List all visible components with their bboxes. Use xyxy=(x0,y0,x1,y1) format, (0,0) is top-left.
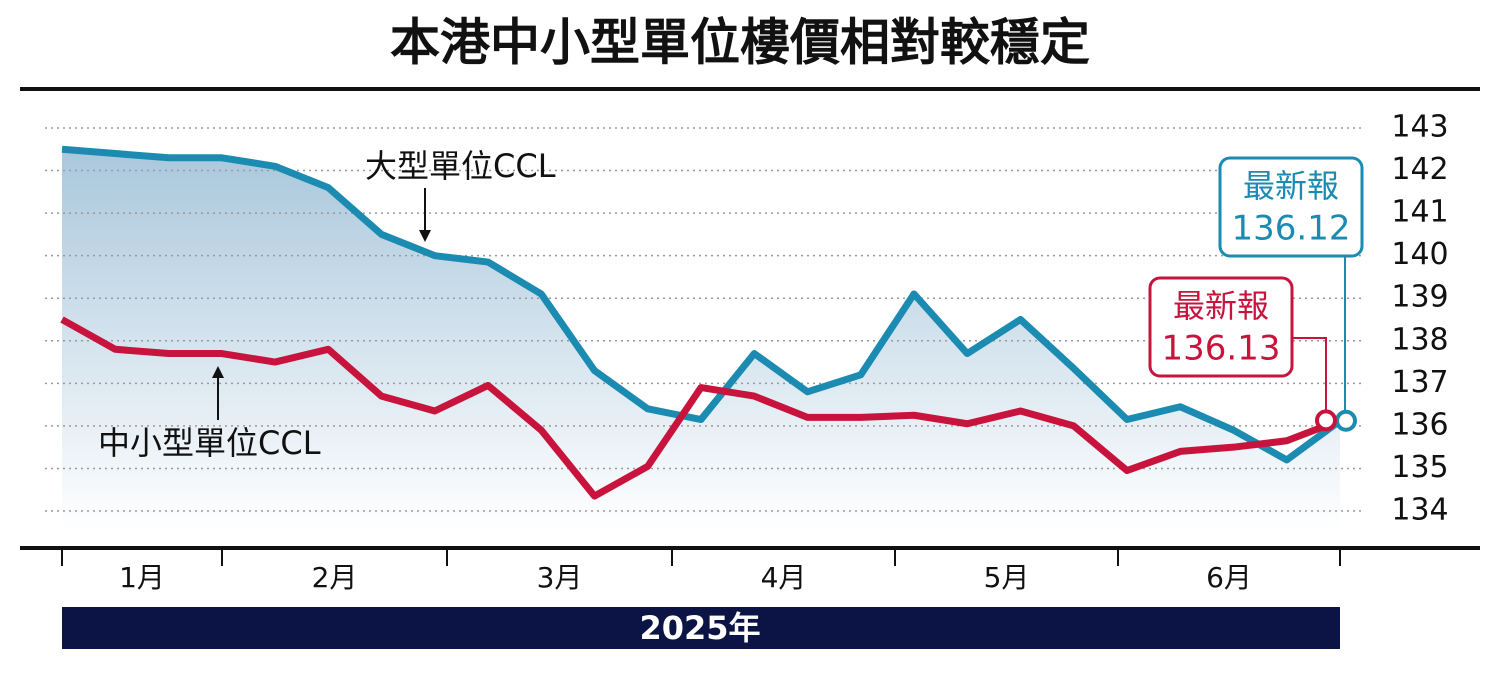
series-line xyxy=(61,145,1343,464)
y-tick-label: 137 xyxy=(1391,365,1448,400)
chart-title: 本港中小型單位樓價相對較穩定 xyxy=(390,14,1090,72)
callout-title: 最新報 xyxy=(1173,287,1269,325)
x-tick-label: 6月 xyxy=(1206,561,1252,594)
x-tick-label: 4月 xyxy=(761,561,807,594)
callout-leader xyxy=(1344,255,1351,411)
arrow-head xyxy=(419,230,431,242)
x-tick-label: 1月 xyxy=(119,561,165,594)
y-tick-label: 138 xyxy=(1391,322,1448,357)
y-tick-label: 134 xyxy=(1391,493,1448,528)
y-tick-label: 140 xyxy=(1391,237,1448,272)
callout-title: 最新報 xyxy=(1243,167,1339,205)
y-tick-label: 142 xyxy=(1391,152,1448,187)
end-marker xyxy=(1335,409,1357,432)
x-tick-label: 2月 xyxy=(312,561,358,594)
y-tick-label: 141 xyxy=(1391,195,1448,230)
callout-box xyxy=(1218,156,1364,258)
top-rule xyxy=(20,87,1480,91)
series-line xyxy=(60,316,1342,500)
y-tick-label: 136 xyxy=(1391,407,1448,442)
area xyxy=(62,149,1340,530)
x-tick-label: 5月 xyxy=(984,561,1030,594)
y-tick-label: 143 xyxy=(1391,110,1448,145)
x-tick-label: 3月 xyxy=(537,561,583,594)
callout-value: 136.12 xyxy=(1232,209,1351,249)
y-tick-label: 135 xyxy=(1391,450,1448,485)
series-label: 大型單位CCL xyxy=(365,147,556,185)
y-tick-label: 139 xyxy=(1391,280,1448,315)
callout-box xyxy=(1148,276,1294,378)
series-label: 中小型單位CCL xyxy=(98,424,321,462)
year-band xyxy=(62,607,1340,649)
year-label: 2025年 xyxy=(639,609,760,647)
end-marker xyxy=(1315,409,1337,432)
x-axis-line xyxy=(20,546,1480,550)
callout-value: 136.13 xyxy=(1162,329,1281,369)
arrow-head xyxy=(212,366,224,378)
callout-leader xyxy=(1292,337,1327,411)
